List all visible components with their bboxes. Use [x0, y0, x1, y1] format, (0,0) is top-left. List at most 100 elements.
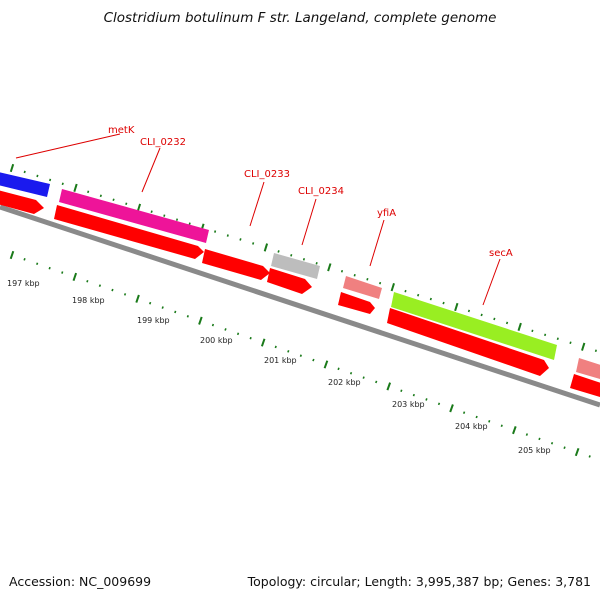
minor-tick	[349, 371, 353, 375]
minor-tick	[531, 329, 534, 333]
kbp-label: 201 kbp	[264, 356, 297, 365]
minor-tick	[36, 174, 39, 178]
minor-tick	[125, 202, 128, 206]
major-tick	[198, 316, 203, 325]
gene-label-secA: secA	[489, 248, 513, 259]
minor-tick	[61, 182, 64, 186]
minor-tick	[353, 273, 356, 277]
minor-tick	[375, 380, 378, 384]
minor-tick	[429, 297, 432, 301]
gene-bar-edge[interactable]	[576, 358, 600, 381]
minor-tick	[23, 258, 26, 261]
minor-tick	[467, 309, 471, 313]
cds-arrow[interactable]	[387, 308, 549, 376]
minor-tick	[312, 358, 315, 362]
major-tick	[263, 243, 269, 252]
minor-tick	[252, 242, 255, 245]
cds-track	[0, 188, 600, 400]
minor-tick	[274, 345, 277, 349]
kbp-label: 198 kbp	[72, 296, 105, 305]
minor-tick	[186, 315, 189, 318]
kbp-label: 202 kbp	[328, 378, 361, 387]
map-title: Clostridium botulinum F str. Langeland, …	[103, 10, 497, 26]
minor-tick	[224, 328, 227, 331]
gene-bar-secA[interactable]	[391, 292, 557, 360]
minor-tick	[112, 198, 115, 202]
gene-label-CLI_0234: CLI_0234	[298, 186, 344, 197]
major-tick	[386, 382, 392, 391]
gene-bar-yfiA[interactable]	[343, 276, 382, 299]
minor-tick	[123, 293, 127, 296]
minor-tick	[588, 455, 591, 458]
minor-tick	[277, 250, 280, 253]
minor-tick	[493, 317, 496, 321]
minor-tick	[111, 288, 114, 292]
feature-track	[0, 170, 600, 381]
minor-tick	[299, 354, 302, 357]
major-tick	[260, 338, 266, 347]
minor-tick	[500, 424, 503, 428]
major-tick	[581, 342, 586, 351]
minor-tick	[425, 398, 428, 401]
minor-tick	[290, 254, 293, 257]
kbp-label: 200 kbp	[200, 336, 233, 345]
minor-tick	[36, 262, 39, 266]
cds-arrow[interactable]	[570, 374, 600, 400]
minor-tick	[525, 433, 529, 436]
genome-backbone	[0, 204, 600, 408]
minor-tick	[563, 446, 566, 449]
kbp-label: 204 kbp	[455, 422, 488, 431]
minor-tick	[400, 389, 403, 393]
cds-arrow[interactable]	[54, 205, 204, 259]
minor-tick	[287, 350, 290, 353]
minor-tick	[302, 258, 306, 261]
minor-tick	[226, 234, 229, 237]
minor-tick	[239, 238, 242, 241]
gene-label-CLI_0232: CLI_0232	[140, 137, 186, 148]
kbp-label: 197 kbp	[7, 279, 40, 288]
minor-tick	[236, 332, 240, 336]
major-tick	[9, 250, 15, 260]
minor-tick	[462, 411, 466, 414]
minor-tick	[174, 310, 177, 314]
genome-summary-text: Topology: circular; Length: 3,995,387 bp…	[247, 574, 591, 589]
minor-tick	[163, 214, 166, 217]
cds-arrow[interactable]	[338, 292, 375, 314]
minor-tick	[544, 333, 547, 337]
minor-tick	[98, 284, 102, 287]
minor-tick	[249, 336, 252, 340]
minor-tick	[404, 289, 407, 293]
minor-tick	[488, 420, 491, 423]
inner-tick-ring	[9, 250, 591, 458]
minor-tick	[569, 341, 572, 345]
gene-label-yfiA: yfiA	[377, 208, 396, 219]
cds-arrow[interactable]	[0, 188, 44, 214]
minor-tick	[412, 393, 415, 397]
minor-tick	[594, 349, 597, 353]
kbp-label: 203 kbp	[392, 400, 425, 409]
minor-tick	[188, 222, 191, 225]
gene-label-CLI_0233: CLI_0233	[244, 169, 290, 180]
minor-tick	[556, 337, 559, 341]
minor-tick	[437, 402, 441, 406]
major-tick	[9, 163, 15, 173]
kbp-label: 205 kbp	[518, 446, 551, 455]
minor-tick	[417, 293, 420, 297]
cds-arrow[interactable]	[267, 268, 312, 294]
major-tick	[135, 294, 140, 303]
minor-tick	[149, 301, 152, 305]
minor-tick	[442, 301, 445, 305]
cds-arrow[interactable]	[202, 249, 270, 280]
major-tick	[517, 322, 522, 332]
kbp-labels: 197 kbp 198 kbp 199 kbp 200 kbp 201 kbp …	[7, 279, 551, 455]
minor-tick	[99, 194, 102, 198]
minor-tick	[538, 437, 541, 441]
minor-tick	[23, 170, 26, 174]
gene-bar-metK[interactable]	[0, 170, 50, 197]
minor-tick	[214, 230, 217, 233]
gene-bar-CLI_0234[interactable]	[271, 253, 320, 279]
gene-label-metK: metK	[108, 125, 135, 136]
kbp-label: 199 kbp	[137, 316, 170, 325]
gene-bar-CLI_0232[interactable]	[59, 189, 209, 243]
